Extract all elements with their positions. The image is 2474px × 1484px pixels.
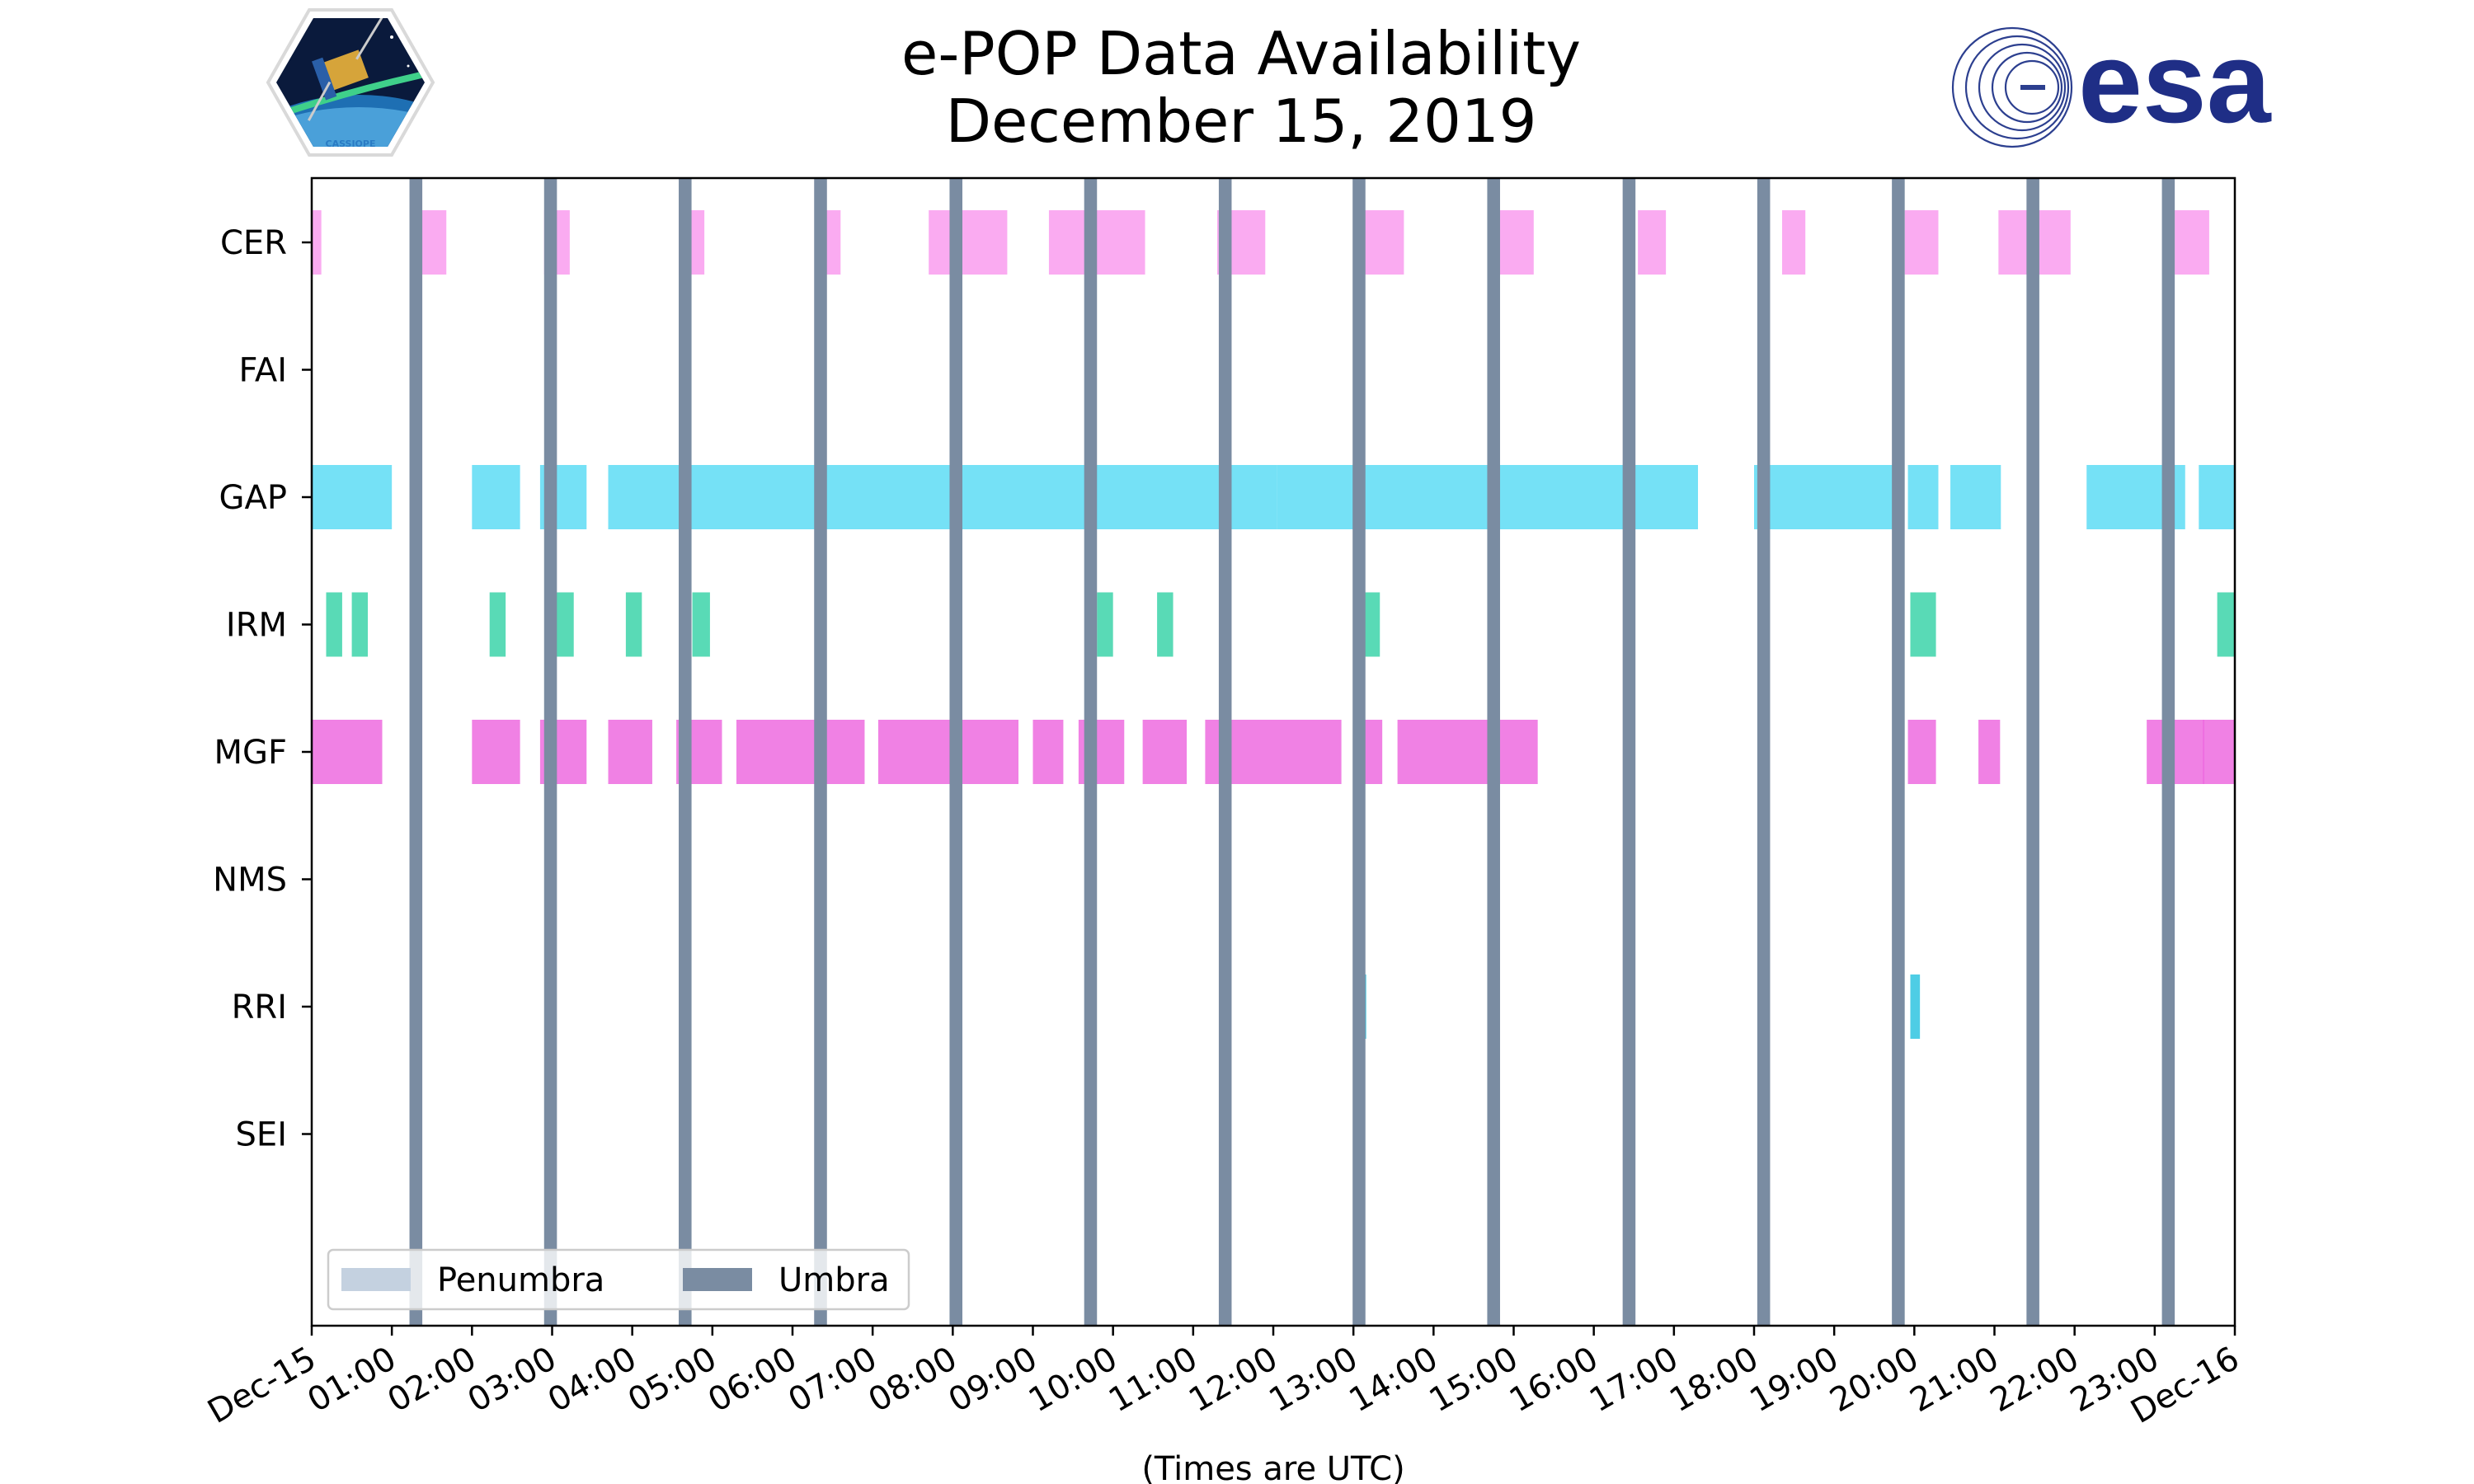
bar-mgf-3 [608, 720, 652, 784]
umbra-band-6 [1218, 178, 1232, 1326]
x-tick-label-10: 10:00 [1023, 1340, 1124, 1420]
x-tick-label-11: 11:00 [1103, 1340, 1204, 1420]
bar-cer-10 [1638, 210, 1667, 275]
bar-irm-5 [692, 592, 710, 657]
esa-logo: esa [1951, 17, 2272, 148]
x-tick-label-3: 03:00 [462, 1340, 563, 1420]
bar-cer-12 [1904, 210, 1939, 275]
bar-gap-5 [1630, 465, 1698, 529]
y-tick-label-nms: NMS [213, 862, 287, 899]
chart-title-line-2: December 15, 2019 [946, 87, 1537, 156]
y-tick-label-gap: GAP [219, 479, 287, 517]
bar-gap-3 [608, 465, 1277, 529]
y-tick-label-mgf: MGF [214, 734, 287, 772]
legend-swatch-umbra [683, 1268, 752, 1291]
x-tick-label-14: 14:00 [1343, 1340, 1444, 1420]
bar-gap-0 [312, 465, 393, 529]
umbra-band-3 [814, 178, 827, 1326]
legend-label-penumbra: Penumbra [437, 1261, 604, 1299]
umbra-band-2 [679, 178, 692, 1326]
bar-gap-7 [1907, 465, 1939, 529]
x-tick-label-4: 04:00 [542, 1340, 643, 1420]
bar-mgf-7 [1032, 720, 1064, 784]
x-axis-label: (Times are UTC) [1141, 1450, 1404, 1484]
bar-cer-6 [1048, 210, 1145, 275]
legend-label-umbra: Umbra [778, 1261, 890, 1299]
legend-swatch-penumbra [341, 1268, 411, 1291]
bar-mgf-0 [312, 720, 383, 784]
umbra-band-12 [2026, 178, 2039, 1326]
umbra-band-7 [1352, 178, 1366, 1326]
cassiope-logo: CASSIOPE [266, 8, 435, 157]
x-tick-label-17: 17:00 [1583, 1340, 1685, 1420]
bar-mgf-6 [877, 720, 1019, 784]
y-tick-label-sei: SEI [236, 1116, 287, 1154]
bar-irm-9 [1910, 592, 1936, 657]
bar-mgf-13 [1907, 720, 1936, 784]
x-tick-label-7: 07:00 [782, 1340, 883, 1420]
bar-cer-0 [312, 210, 322, 275]
x-tick-label-2: 02:00 [381, 1340, 482, 1420]
bar-mgf-9 [1142, 720, 1188, 784]
x-tick-label-19: 19:00 [1743, 1340, 1845, 1420]
bar-gap-8 [1950, 465, 2001, 529]
bar-cer-5 [929, 210, 1008, 275]
umbra-band-8 [1487, 178, 1500, 1326]
plot-area: CERFAIGAPIRMMGFNMSRRISEIDec-1501:0002:00… [201, 176, 2246, 1431]
umbra-band-10 [1757, 178, 1771, 1326]
y-tick-label-cer: CER [220, 224, 287, 262]
x-tick-label-20: 20:00 [1823, 1340, 1925, 1420]
legend-box [327, 1248, 910, 1311]
bar-mgf-5 [736, 720, 865, 784]
bar-mgf-16 [2203, 720, 2235, 784]
bar-cer-9 [1498, 210, 1534, 275]
bar-mgf-1 [472, 720, 520, 784]
x-tick-label-9: 09:00 [943, 1340, 1044, 1420]
bar-irm-2 [489, 592, 506, 657]
y-tick-label-irm: IRM [226, 607, 287, 645]
bar-gap-1 [472, 465, 520, 529]
umbra-band-13 [2161, 178, 2175, 1326]
bar-gap-6 [1754, 465, 1898, 529]
x-tick-label-15: 15:00 [1423, 1340, 1525, 1420]
x-tick-label-1: 01:00 [301, 1340, 402, 1420]
x-tick-label-6: 06:00 [702, 1340, 803, 1420]
bar-irm-4 [625, 592, 642, 657]
umbra-band-0 [409, 178, 423, 1326]
x-tick-label-5: 05:00 [622, 1340, 723, 1420]
bar-irm-0 [326, 592, 342, 657]
x-tick-label-18: 18:00 [1663, 1340, 1765, 1420]
x-tick-label-22: 22:00 [1984, 1340, 2086, 1420]
bar-irm-7 [1157, 592, 1174, 657]
esa-logo-text: esa [2078, 17, 2272, 147]
umbra-band-9 [1622, 178, 1636, 1326]
x-tick-label-16: 16:00 [1503, 1340, 1605, 1420]
x-tick-label-13: 13:00 [1263, 1340, 1364, 1420]
bar-irm-6 [1097, 592, 1113, 657]
chart-title-line-1: e-POP Data Availability [901, 19, 1581, 88]
bar-rri-1 [1910, 974, 1921, 1039]
bar-cer-14 [2175, 210, 2209, 275]
x-tick-label-21: 21:00 [1904, 1340, 2006, 1420]
cassiope-logo-text: CASSIOPE [326, 139, 376, 149]
bar-cer-11 [1782, 210, 1806, 275]
umbra-band-1 [543, 178, 557, 1326]
bar-mgf-14 [1978, 720, 2001, 784]
bar-irm-1 [351, 592, 369, 657]
bar-mgf-15 [2147, 720, 2205, 784]
y-tick-label-rri: RRI [232, 989, 287, 1026]
umbra-band-4 [949, 178, 962, 1326]
bar-irm-10 [2217, 592, 2235, 657]
bar-gap-10 [2199, 465, 2235, 529]
x-tick-label-8: 08:00 [862, 1340, 963, 1420]
x-tick-label-12: 12:00 [1183, 1340, 1284, 1420]
bar-mgf-12 [1397, 720, 1538, 784]
umbra-band-11 [1892, 178, 1905, 1326]
bar-gap-4 [1277, 465, 1630, 529]
y-tick-label-fai: FAI [239, 352, 288, 390]
umbra-band-5 [1084, 178, 1098, 1326]
